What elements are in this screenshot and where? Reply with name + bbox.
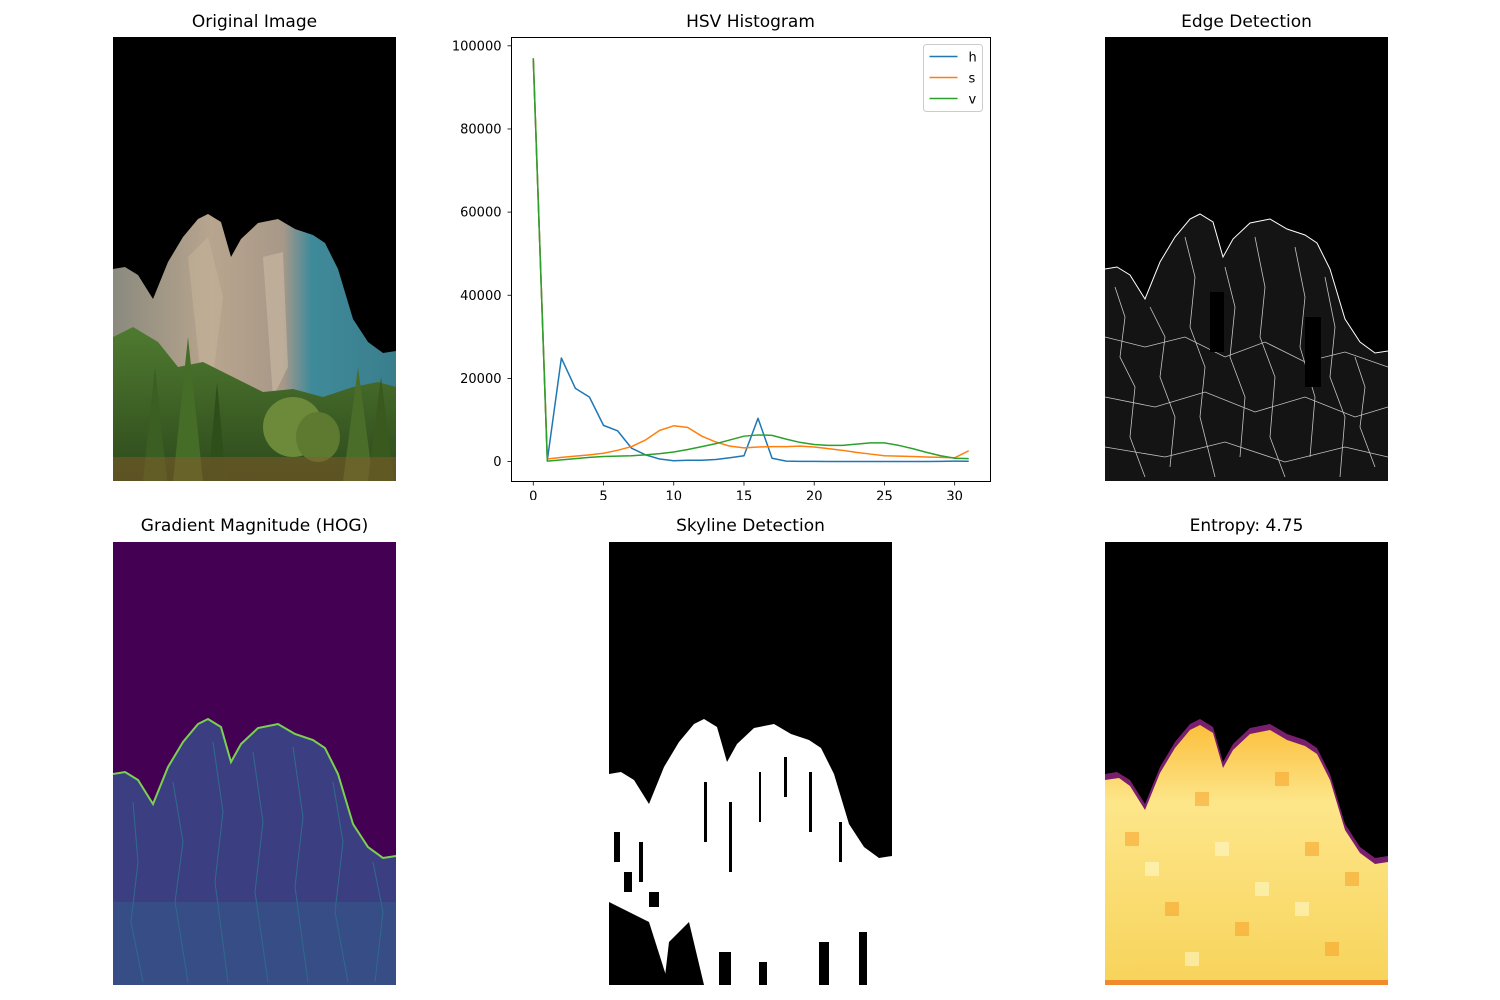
x-tick-label: 25 <box>876 490 893 501</box>
hsv-histogram-chart: 0 5 10 15 20 25 30020000400006000080000100000 … <box>452 37 991 501</box>
legend-label-s: s <box>969 72 976 87</box>
x-tick-label: 0 <box>529 490 537 501</box>
y-tick-label: 100000 <box>452 39 502 54</box>
x-tick-label: 20 <box>806 490 823 501</box>
x-tick-label: 10 <box>665 490 682 501</box>
series-line-h <box>532 58 969 463</box>
legend-label-h: h <box>969 51 977 66</box>
gradient-magnitude-image <box>113 542 396 985</box>
entropy-map-image <box>1105 542 1388 985</box>
y-tick-label: 60000 <box>460 206 501 221</box>
original-image-title: Original Image <box>191 12 318 32</box>
series-line-s <box>532 58 970 460</box>
y-tick-label: 0 <box>493 455 501 470</box>
y-tick-label: 40000 <box>460 289 501 304</box>
plot-frame <box>511 37 991 482</box>
gradient-magnitude-title: Gradient Magnitude (HOG) <box>140 516 369 536</box>
series-line-v <box>532 58 969 462</box>
original-image <box>113 37 396 481</box>
edge-detection-title: Edge Detection <box>1181 12 1312 32</box>
y-tick-label: 80000 <box>460 122 501 137</box>
edge-detection-image <box>1105 37 1388 481</box>
skyline-detection-image <box>609 542 892 985</box>
x-tick-label: 30 <box>946 490 963 501</box>
entropy-title: Entropy: 4.75 <box>1189 516 1304 536</box>
hsv-histogram-title: HSV Histogram <box>686 12 815 32</box>
y-tick-label: 20000 <box>460 372 501 387</box>
x-tick-label: 5 <box>599 490 607 501</box>
legend-label-v: v <box>969 93 977 108</box>
skyline-detection-title: Skyline Detection <box>676 516 825 536</box>
x-tick-label: 15 <box>736 490 753 501</box>
